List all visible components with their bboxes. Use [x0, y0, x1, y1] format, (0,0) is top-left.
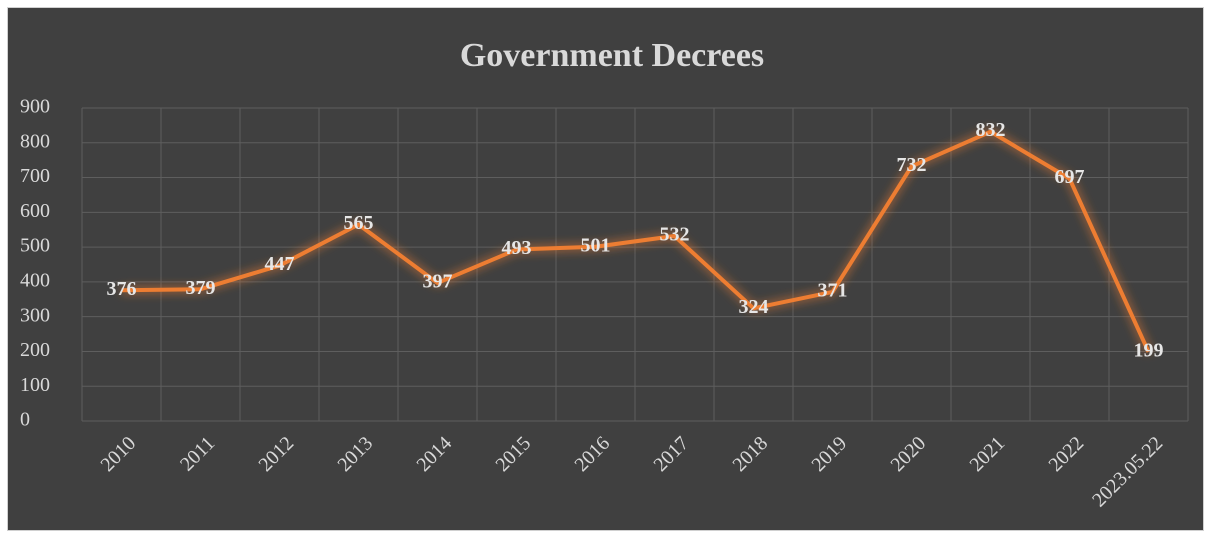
data-label: 532 — [660, 224, 690, 246]
data-label: 732 — [897, 154, 927, 176]
data-label: 397 — [423, 271, 453, 293]
y-tick-label: 800 — [20, 130, 50, 152]
y-tick-label: 900 — [20, 96, 50, 118]
chart-title: Government Decrees — [460, 37, 764, 74]
data-label: 832 — [976, 119, 1006, 141]
y-tick-label: 600 — [20, 200, 50, 222]
data-label: 697 — [1055, 166, 1085, 188]
data-label: 199 — [1134, 339, 1164, 361]
chart-background — [7, 7, 1204, 531]
y-tick-label: 100 — [20, 374, 50, 396]
y-tick-label: 500 — [20, 235, 50, 257]
data-label: 447 — [265, 253, 295, 275]
data-label: 379 — [186, 277, 216, 299]
data-label: 324 — [739, 296, 769, 318]
y-tick-label: 400 — [20, 269, 50, 291]
y-tick-label: 0 — [20, 409, 30, 431]
y-tick-label: 700 — [20, 165, 50, 187]
data-label: 376 — [107, 278, 137, 300]
y-tick-label: 200 — [20, 339, 50, 361]
marks — [121, 129, 1151, 353]
data-label: 493 — [502, 237, 532, 259]
y-tick-label: 300 — [20, 304, 50, 326]
data-label: 565 — [344, 212, 374, 234]
grid — [81, 107, 1189, 422]
data-label: 501 — [581, 234, 611, 256]
data-label: 371 — [818, 280, 848, 302]
data-line — [121, 129, 1151, 353]
